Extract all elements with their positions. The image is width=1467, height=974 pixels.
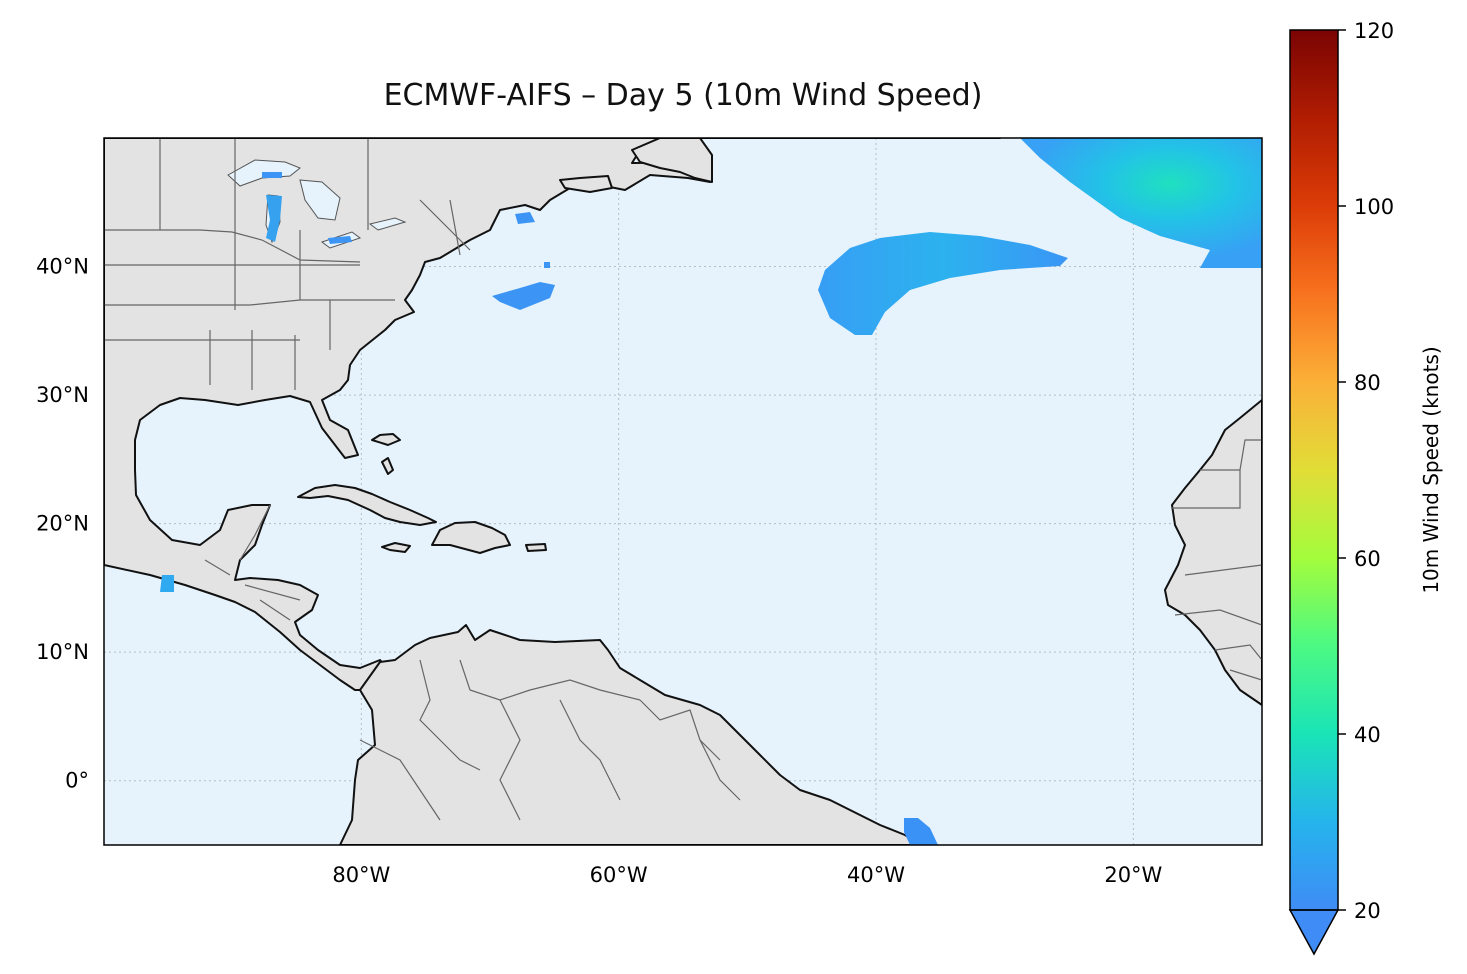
colorbar-gradient — [1290, 30, 1338, 910]
lake-ontario — [368, 217, 407, 231]
mid-atlantic-swirl — [818, 232, 1068, 335]
y-tick-labels: 40°N 30°N 20°N 10°N 0° — [36, 255, 89, 793]
colorbar: 120 100 80 60 40 20 10m Wind Speed (knots) — [1288, 19, 1443, 956]
colorbar-tick-labels: 120 100 80 60 40 20 — [1338, 19, 1394, 923]
y-tick-label: 0° — [65, 769, 89, 793]
map-frame — [103, 137, 1263, 846]
land-masses — [104, 138, 1262, 845]
lake-erie-patch — [328, 236, 352, 244]
y-tick-label: 30°N — [36, 383, 89, 407]
cuba-land — [297, 484, 437, 526]
colorbar-extend-triangle — [1288, 909, 1340, 956]
newfoundland-land — [631, 138, 713, 183]
x-tick-label: 80°W — [332, 863, 390, 887]
x-tick-labels: 80°W 60°W 40°W 20°W — [332, 863, 1162, 887]
africa-land — [1164, 399, 1262, 706]
nova-scotia-patch — [515, 212, 535, 224]
colorbar-tick-label: 120 — [1354, 19, 1394, 43]
brazil-patch — [904, 818, 938, 845]
political-borders — [104, 138, 1262, 821]
lake-huron — [299, 179, 341, 221]
x-tick-label: 60°W — [590, 863, 648, 887]
colorbar-tick-label: 60 — [1354, 547, 1381, 571]
guatemala-patch — [160, 575, 174, 592]
y-tick-label: 20°N — [36, 512, 89, 536]
chart-title: ECMWF-AIFS – Day 5 (10m Wind Speed) — [383, 78, 983, 113]
puerto-rico-land — [525, 543, 547, 552]
colorbar-frame — [1289, 29, 1339, 911]
x-tick-label: 20°W — [1104, 863, 1162, 887]
y-tick-label: 10°N — [36, 640, 89, 664]
wind-speed-field — [160, 138, 1262, 845]
gridlines — [104, 138, 1262, 845]
x-tick-label: 40°W — [847, 863, 905, 887]
bahamas-land — [371, 433, 401, 475]
colorbar-tick-label: 20 — [1354, 899, 1381, 923]
colorbar-tick-label: 40 — [1354, 723, 1381, 747]
hispaniola-land — [431, 521, 511, 554]
lake-michigan-patch — [266, 195, 282, 242]
colorbar-tick-label: 100 — [1354, 195, 1394, 219]
south-america-land — [339, 624, 921, 845]
y-tick-label: 40°N — [36, 255, 89, 279]
maritime-land — [559, 175, 613, 193]
hatteras-patch — [492, 262, 555, 310]
colorbar-tick-label: 80 — [1354, 371, 1381, 395]
jet-wind-region — [1020, 138, 1262, 268]
colorbar-label: 10m Wind Speed (knots) — [1419, 346, 1443, 593]
jamaica-land — [381, 542, 411, 553]
lake-superior-patch — [262, 172, 282, 178]
